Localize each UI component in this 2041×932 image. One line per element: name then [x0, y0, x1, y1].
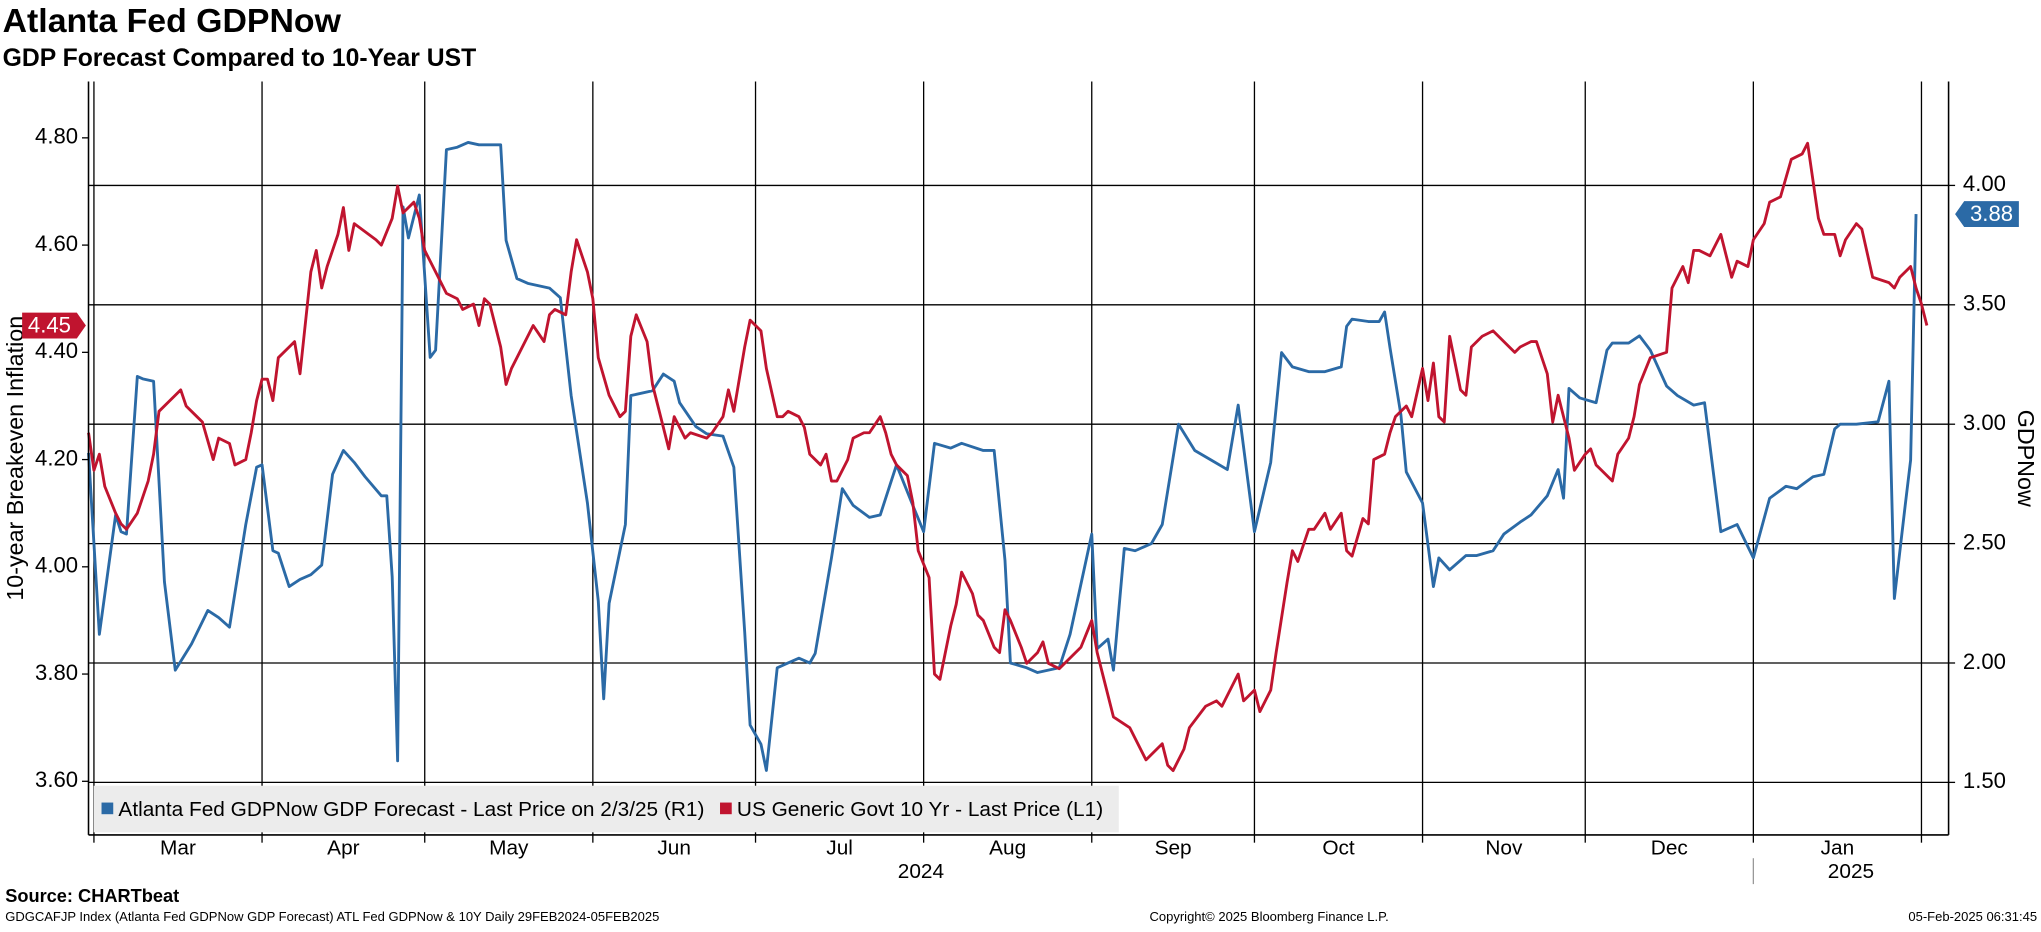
y-tick-label: 3.80	[35, 660, 78, 685]
legend-swatch	[720, 802, 732, 815]
x-tick-label: Dec	[1651, 837, 1688, 860]
x-tick-label: Jan	[1821, 837, 1855, 860]
x-tick-label: Aug	[989, 837, 1026, 860]
x-tick-label: Sep	[1155, 837, 1192, 860]
series-line	[87, 141, 1929, 772]
x-tick-label: Jun	[657, 837, 691, 860]
legend: Atlanta Fed GDPNow GDP Forecast - Last P…	[93, 785, 1119, 833]
series-line	[87, 141, 1918, 772]
x-tick-label: Mar	[160, 837, 196, 860]
timestamp: 05-Feb-2025 06:31:45	[1908, 909, 2037, 924]
x-year-label: 2025	[1828, 860, 1874, 883]
chart-subtitle: GDP Forecast Compared to 10-Year UST	[3, 45, 477, 72]
y-tick-label: 4.60	[35, 231, 78, 256]
legend-background	[93, 785, 1119, 833]
y2-tick-label: 3.50	[1963, 291, 2006, 316]
footer-left: GDGCAFJP Index (Atlanta Fed GDPNow GDP F…	[5, 909, 659, 924]
last-value-label: 4.45	[28, 313, 71, 338]
legend-swatch	[101, 802, 114, 815]
y-tick-label: 3.60	[35, 767, 78, 792]
y2-tick-label: 3.00	[1963, 410, 2006, 435]
copyright: Copyright© 2025 Bloomberg Finance L.P.	[1149, 909, 1388, 924]
x-year-label: 2024	[898, 860, 944, 883]
x-tick-label: Nov	[1485, 837, 1523, 860]
y-tick-label: 4.00	[35, 553, 78, 578]
y2-tick-label: 1.50	[1963, 768, 2006, 793]
y2-tick-label: 2.00	[1963, 649, 2006, 674]
y-tick-label: 4.20	[35, 445, 78, 470]
source: Source: CHARTbeat	[5, 886, 179, 906]
x-tick-label: Jul	[826, 837, 853, 860]
y2-tick-label: 2.50	[1963, 529, 2006, 554]
y-tick-label: 4.80	[35, 124, 78, 149]
legend-label: Atlanta Fed GDPNow GDP Forecast - Last P…	[118, 798, 704, 821]
last-value-tag	[1955, 201, 2019, 228]
x-tick-label: May	[489, 837, 529, 860]
x-tick-label: Oct	[1322, 837, 1355, 860]
last-value-tag	[22, 312, 86, 339]
y2-axis-title: GDPNow	[2013, 410, 2039, 507]
chart-title: Atlanta Fed GDPNow	[3, 2, 342, 40]
y-axis-title: 10-year Breakeven Inflation	[2, 316, 28, 601]
x-tick-label: Apr	[327, 837, 359, 860]
last-value-label: 3.88	[1970, 201, 2013, 226]
y-tick-label: 4.40	[35, 338, 78, 363]
legend-label: US Generic Govt 10 Yr - Last Price (L1)	[737, 798, 1103, 821]
y2-tick-label: 4.00	[1963, 171, 2006, 196]
